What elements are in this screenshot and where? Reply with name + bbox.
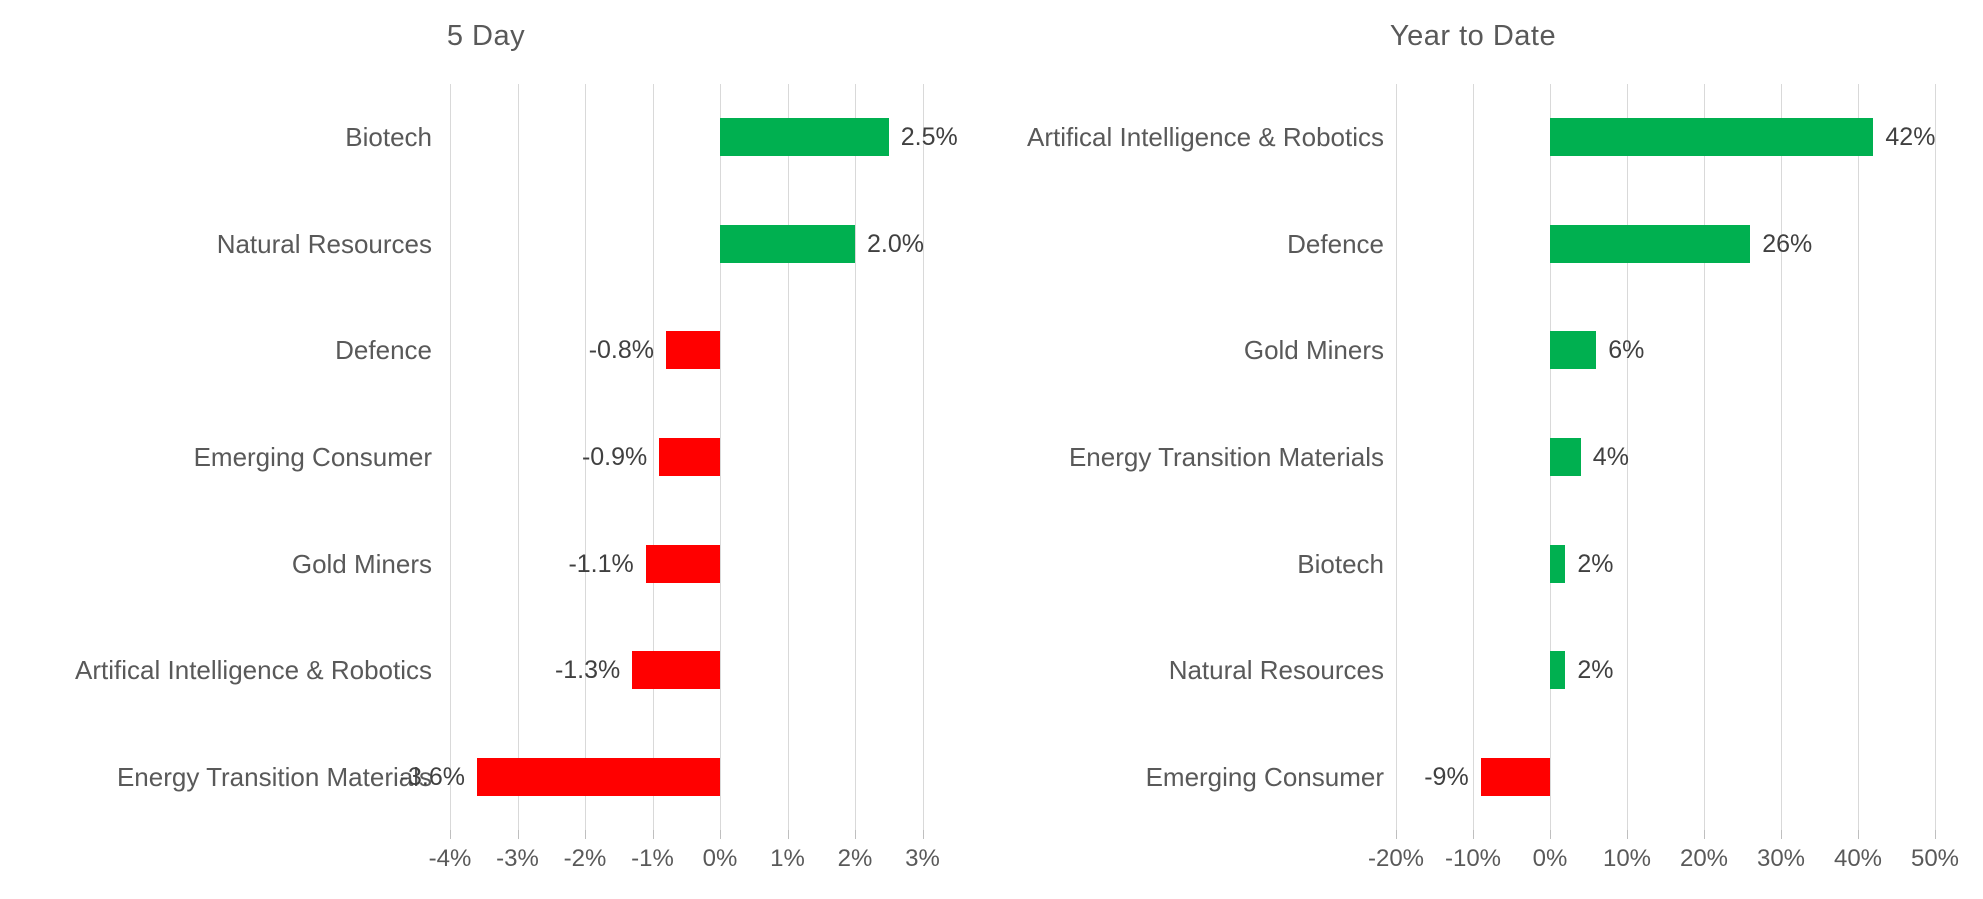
bar-negative — [477, 757, 720, 796]
category-label: Energy Transition Materials — [1068, 442, 1384, 472]
value-label: 2% — [1577, 549, 1614, 578]
x-axis-tick-label: -4% — [428, 845, 472, 872]
gridline — [1704, 84, 1705, 830]
axis-tick — [1781, 830, 1782, 839]
gridline — [1781, 84, 1782, 830]
x-axis-tick-label: -1% — [631, 845, 674, 872]
x-axis-tick-label: 10% — [1602, 845, 1652, 872]
category-label: Biotech — [345, 122, 432, 153]
category-label: Defence — [335, 335, 432, 366]
gridline — [1473, 84, 1474, 830]
axis-tick — [517, 830, 519, 839]
chart-title-5-day: 5 Day — [446, 20, 526, 52]
bar-negative — [632, 651, 720, 690]
value-label: 2% — [1577, 656, 1614, 685]
gridline — [450, 84, 451, 830]
value-label: -3.6% — [399, 762, 465, 791]
axis-tick — [1935, 830, 1936, 839]
category-label: Artifical Intelligence & Robotics — [75, 655, 432, 686]
value-label: 2.0% — [867, 229, 924, 258]
category-label: Emerging Consumer — [1145, 761, 1384, 792]
axis-tick — [450, 830, 451, 839]
value-label: -1.3% — [554, 656, 621, 685]
value-label: 2.5% — [900, 123, 958, 152]
category-label: Gold Miners — [291, 548, 432, 579]
value-label: 26% — [1762, 229, 1813, 258]
chart-title-year-to-date: Year to Date — [1389, 20, 1557, 52]
value-label: -9% — [1424, 762, 1469, 791]
category-label: Defence — [1287, 228, 1384, 259]
gridline — [1858, 84, 1859, 830]
category-label: Artifical Intelligence & Robotics — [1027, 122, 1384, 153]
axis-tick — [855, 830, 856, 839]
category-label: Emerging Consumer — [193, 442, 432, 472]
x-axis-tick-label: 0% — [1532, 845, 1568, 872]
category-label: Natural Resources — [216, 228, 432, 259]
x-axis-tick-label: 40% — [1833, 845, 1883, 872]
value-label: 42% — [1885, 123, 1936, 152]
gridline — [1935, 84, 1936, 830]
axis-tick — [720, 830, 721, 839]
bar-positive — [1550, 651, 1566, 690]
bar-negative — [659, 438, 720, 476]
gridline — [652, 84, 654, 830]
bar-positive — [1550, 331, 1597, 370]
gridline — [1396, 84, 1397, 830]
axis-tick — [652, 830, 654, 839]
x-axis-tick-label: -20% — [1367, 845, 1425, 872]
x-axis-tick-label: 50% — [1910, 845, 1960, 872]
axis-tick — [1550, 830, 1551, 839]
bar-negative — [645, 544, 720, 583]
category-label: Gold Miners — [1243, 335, 1384, 366]
value-label: 6% — [1608, 336, 1645, 365]
gridline — [855, 84, 856, 830]
axis-tick — [585, 830, 586, 839]
value-label: -0.8% — [588, 336, 654, 365]
bar-positive — [720, 118, 889, 157]
category-label: Natural Resources — [1168, 655, 1384, 686]
category-label: Energy Transition Materials — [116, 761, 432, 792]
gridline — [922, 84, 924, 830]
axis-tick — [1704, 830, 1705, 839]
x-axis-tick-label: -3% — [496, 845, 539, 872]
bar-positive — [1550, 544, 1566, 583]
category-label: Biotech — [1297, 548, 1384, 579]
axis-tick — [1627, 830, 1628, 839]
axis-tick — [1473, 830, 1474, 839]
bar-positive — [720, 224, 855, 263]
x-axis-tick-label: -10% — [1444, 845, 1502, 872]
value-label: -1.1% — [568, 549, 634, 578]
x-axis-tick-label: -2% — [563, 845, 607, 872]
gridline — [787, 84, 789, 830]
x-axis-tick-label: 1% — [770, 845, 805, 872]
value-label: 4% — [1592, 443, 1629, 471]
axis-tick — [922, 830, 924, 839]
x-axis-tick-label: 20% — [1679, 845, 1729, 872]
x-axis-tick-label: 0% — [702, 845, 738, 872]
bar-positive — [1550, 438, 1581, 476]
value-label: -0.9% — [581, 443, 648, 471]
x-axis-tick-label: 30% — [1756, 845, 1806, 872]
x-axis-tick-label: 3% — [905, 845, 940, 872]
bar-positive — [1550, 224, 1751, 263]
bar-negative — [666, 331, 720, 370]
axis-tick — [1396, 830, 1397, 839]
bar-negative — [1480, 757, 1550, 796]
gridline — [720, 84, 721, 830]
x-axis-tick-label: 2% — [837, 845, 873, 872]
bar-positive — [1550, 118, 1874, 157]
gridline — [1627, 84, 1628, 830]
axis-tick — [787, 830, 789, 839]
gridline — [585, 84, 586, 830]
gridline — [517, 84, 519, 830]
axis-tick — [1858, 830, 1859, 839]
